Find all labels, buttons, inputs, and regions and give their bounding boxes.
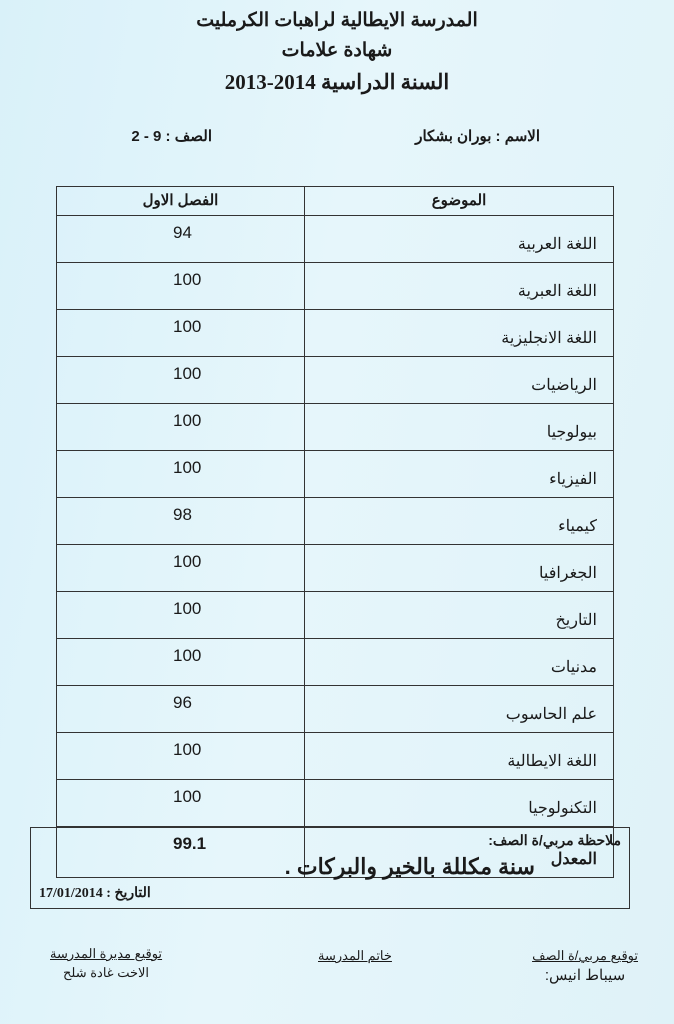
student-name: الاسم : بوران بشكار <box>415 128 540 145</box>
teacher-signature: توقيع مربي/ة الصف سيباط انيس: <box>532 946 638 987</box>
table-row: اللغة العربية 94 <box>56 215 614 263</box>
table-header-row: الموضوع الفصل الاول <box>56 186 614 216</box>
subject-cell: اللغة العربية <box>304 215 614 263</box>
school-year: السنة الدراسية 2014-2013 <box>224 70 450 94</box>
average-value: 99.1 <box>56 826 305 878</box>
table-row: الفيزياء 100 <box>56 450 614 498</box>
subject-cell: اللغة العبرية <box>304 262 614 310</box>
subject-cell: اللغة الايطالية <box>304 732 614 780</box>
grade-cell: 94 <box>56 215 305 263</box>
principal-signature-label: توقيع مديرة المدرسة <box>50 946 163 961</box>
grade-cell: 100 <box>56 638 305 686</box>
grade-cell: 100 <box>56 779 305 827</box>
subject-cell: بيولوجيا <box>304 403 614 451</box>
average-label: المعدل <box>304 826 614 878</box>
grade-cell: 100 <box>56 732 305 780</box>
table-row: اللغة العبرية 100 <box>56 262 614 310</box>
teacher-note-box: ملاحظة مربي/ة الصف: سنة مكللة بالخير وال… <box>30 827 630 909</box>
subject-cell: مدنيات <box>304 638 614 686</box>
grade-cell: 100 <box>56 356 305 404</box>
subject-cell: علم الحاسوب <box>304 685 614 733</box>
table-row: اللغة الانجليزية 100 <box>56 309 614 357</box>
subject-cell: الفيزياء <box>304 450 614 498</box>
table-row: كيمياء 98 <box>56 497 614 545</box>
document-title: شهادة علامات <box>281 40 393 61</box>
table-row: التاريخ 100 <box>56 591 614 639</box>
table-row: الرياضيات 100 <box>56 356 614 404</box>
average-row: المعدل 99.1 <box>56 826 614 878</box>
table-row: اللغة الايطالية 100 <box>56 732 614 780</box>
subject-cell: كيمياء <box>304 497 614 545</box>
table-row: مدنيات 100 <box>56 638 614 686</box>
table-row: علم الحاسوب 96 <box>56 685 614 733</box>
header-subject: الموضوع <box>304 186 614 216</box>
teacher-signature-label: توقيع مربي/ة الصف <box>532 948 638 963</box>
grades-table: الموضوع الفصل الاول اللغة العربية 94 اللغة… <box>56 186 614 878</box>
student-class: الصف : 9 - 2 <box>131 128 212 145</box>
note-date: التاريخ : 17/01/2014 <box>39 886 151 901</box>
subject-cell: الرياضيات <box>304 356 614 404</box>
grade-cell: 100 <box>56 591 305 639</box>
header-first-term: الفصل الاول <box>56 186 305 216</box>
grade-cell: 100 <box>56 544 305 592</box>
grade-cell: 100 <box>56 403 305 451</box>
subject-cell: اللغة الانجليزية <box>304 309 614 357</box>
grade-cell: 100 <box>56 309 305 357</box>
note-label: ملاحظة مربي/ة الصف: <box>488 832 621 848</box>
grade-cell: 98 <box>56 497 305 545</box>
grade-cell: 100 <box>56 450 305 498</box>
subject-cell: التاريخ <box>304 591 614 639</box>
table-row: الجغرافيا 100 <box>56 544 614 592</box>
principal-name: الاخت غادة شلح <box>63 965 150 980</box>
principal-signature: توقيع مديرة المدرسة الاخت غادة شلح <box>50 944 162 982</box>
teacher-name: سيباط انيس: <box>544 967 626 984</box>
school-name: المدرسة الايطالية لراهبات الكرمليت <box>196 10 478 31</box>
grade-cell: 96 <box>56 685 305 733</box>
grade-cell: 100 <box>56 262 305 310</box>
subject-cell: الجغرافيا <box>304 544 614 592</box>
school-stamp-label: خاتم المدرسة <box>318 948 392 963</box>
table-row: التكنولوجيا 100 <box>56 779 614 827</box>
note-text: سنة مكللة بالخير والبركات . <box>284 854 535 879</box>
subject-cell: التكنولوجيا <box>304 779 614 827</box>
table-row: بيولوجيا 100 <box>56 403 614 451</box>
